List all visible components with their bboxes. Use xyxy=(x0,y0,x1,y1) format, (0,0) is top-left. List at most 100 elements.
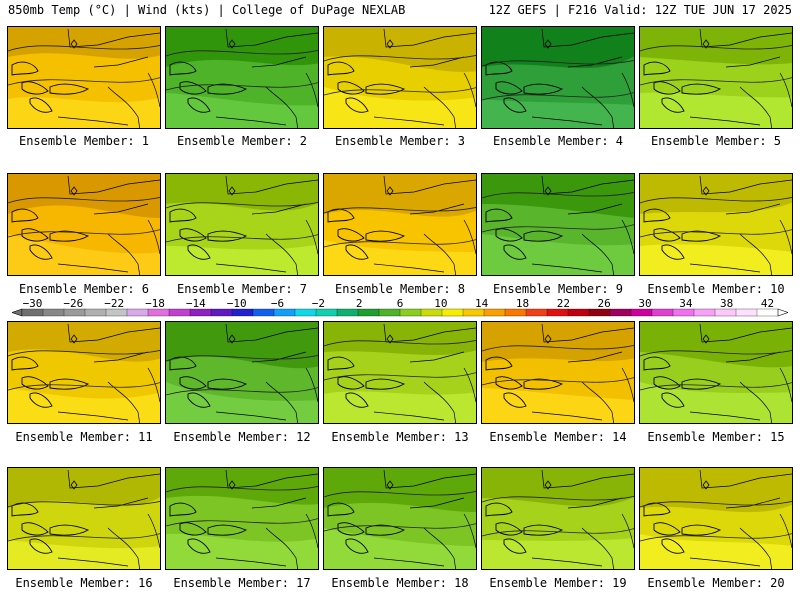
colorbar-swatch xyxy=(420,308,443,317)
colorbar-swatch xyxy=(651,308,674,317)
colorbar-left-arrow xyxy=(12,308,23,317)
contour-lines xyxy=(640,44,792,86)
great-lakes-outline xyxy=(327,356,406,408)
colorbar-tick-label: −18 xyxy=(145,297,165,310)
ensemble-panel xyxy=(481,467,635,570)
temperature-map xyxy=(8,468,160,569)
warm-region xyxy=(8,388,160,423)
colorbar-tick-label: −22 xyxy=(104,297,125,310)
ensemble-member-label: Ensemble Member: 15 xyxy=(647,430,785,444)
warm-region xyxy=(166,244,318,275)
cool-region xyxy=(166,174,318,211)
ensemble-member-label: Ensemble Member: 12 xyxy=(173,430,311,444)
ensemble-member-label: Ensemble Member: 16 xyxy=(15,576,153,590)
ensemble-panel xyxy=(481,26,635,129)
colorbar-swatch xyxy=(735,308,758,317)
contour-lines xyxy=(482,344,634,386)
great-lakes-outline xyxy=(327,502,406,554)
colorbar-swatch xyxy=(756,308,779,317)
station-marker-icon xyxy=(702,334,710,344)
great-lakes-outline xyxy=(169,356,248,408)
great-lakes-outline xyxy=(485,356,564,408)
station-marker-icon xyxy=(386,480,394,490)
political-borders xyxy=(57,469,160,569)
colorbar-swatch xyxy=(294,308,317,317)
colorbar-swatch xyxy=(63,308,86,317)
ensemble-panel xyxy=(7,26,161,129)
cool-region xyxy=(324,468,476,512)
ensemble-panel xyxy=(165,173,319,276)
colorbar-swatch xyxy=(357,308,380,317)
temperature-map xyxy=(640,174,792,275)
great-lakes-outline xyxy=(485,208,564,260)
warm-region xyxy=(8,97,160,128)
warm-region xyxy=(324,240,476,275)
warm-region xyxy=(482,99,634,128)
political-borders xyxy=(531,469,634,569)
ensemble-member-label: Ensemble Member: 9 xyxy=(492,282,624,296)
colorbar-swatch xyxy=(189,308,212,317)
contour-lines xyxy=(166,201,318,243)
colorbar-swatch xyxy=(147,308,170,317)
header-title-left: 850mb Temp (°C) | Wind (kts) | College o… xyxy=(8,3,406,17)
colorbar-swatch xyxy=(714,308,737,317)
political-borders xyxy=(215,323,318,423)
cool-region xyxy=(8,468,160,508)
station-marker-icon xyxy=(702,39,710,49)
ensemble-panel xyxy=(7,467,161,570)
colorbar-swatch xyxy=(210,308,233,317)
ensemble-member-label: Ensemble Member: 17 xyxy=(173,576,311,590)
warm-region xyxy=(166,93,318,128)
colorbar-swatch xyxy=(462,308,485,317)
ensemble-panel xyxy=(165,321,319,424)
cool-region xyxy=(8,27,160,59)
colorbar-swatch xyxy=(525,308,548,317)
colorbar-swatch xyxy=(126,308,149,317)
political-borders xyxy=(373,175,476,275)
warm-region xyxy=(640,244,792,275)
cool-region xyxy=(640,468,792,513)
contour-lines xyxy=(640,196,792,238)
political-borders xyxy=(215,469,318,569)
header-title-right: 12Z GEFS | F216 Valid: 12Z TUE JUN 17 20… xyxy=(488,3,792,17)
great-lakes-outline xyxy=(11,61,90,113)
colorbar-tick-label: −30 xyxy=(22,297,43,310)
colorbar-tick-label: 42 xyxy=(760,297,775,310)
temperature-map xyxy=(482,322,634,423)
great-lakes-outline xyxy=(643,502,722,554)
station-marker-icon xyxy=(70,334,78,344)
ensemble-member-label: Ensemble Member: 5 xyxy=(650,134,782,148)
colorbar-swatch xyxy=(84,308,107,317)
colorbar-tick-label: −6 xyxy=(270,297,285,310)
ensemble-member-label: Ensemble Member: 13 xyxy=(331,430,469,444)
cool-region xyxy=(8,174,160,218)
ensemble-panel xyxy=(639,26,793,129)
ensemble-panel xyxy=(481,173,635,276)
warm-region xyxy=(324,87,476,128)
warm-region xyxy=(324,528,476,569)
cool-region xyxy=(482,27,634,69)
cool-region xyxy=(482,174,634,218)
ensemble-member-label: Ensemble Member: 6 xyxy=(18,282,150,296)
colorbar-swatch xyxy=(336,308,359,317)
station-marker-icon xyxy=(70,480,78,490)
temperature-map xyxy=(640,27,792,128)
cool-region xyxy=(8,322,160,362)
station-marker-icon xyxy=(70,186,78,196)
great-lakes-outline xyxy=(11,208,90,260)
colorbar-swatch xyxy=(21,308,44,317)
colorbar-tick-label: 34 xyxy=(679,297,693,310)
temperature-map xyxy=(8,174,160,275)
contour-lines xyxy=(8,500,160,542)
ensemble-member-label: Ensemble Member: 2 xyxy=(176,134,308,148)
colorbar-swatch xyxy=(42,308,65,317)
colorbar-swatch xyxy=(105,308,128,317)
temperature-colorbar xyxy=(12,308,788,317)
ensemble-member-label: Ensemble Member: 14 xyxy=(489,430,627,444)
contour-lines xyxy=(324,206,476,248)
great-lakes-outline xyxy=(327,208,406,260)
political-borders xyxy=(373,28,476,128)
ensemble-panel xyxy=(639,467,793,570)
ensemble-member-label: Ensemble Member: 19 xyxy=(489,576,627,590)
temperature-map xyxy=(324,27,476,128)
